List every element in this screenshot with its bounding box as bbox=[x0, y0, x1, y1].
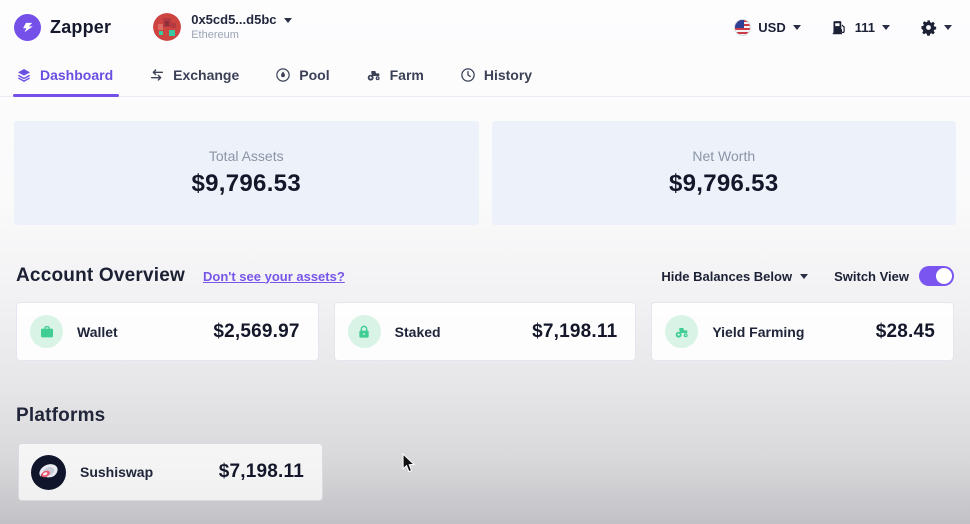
swap-arrows-icon bbox=[151, 69, 164, 81]
asset-value: $7,198.11 bbox=[532, 320, 618, 342]
chevron-down-icon bbox=[283, 18, 292, 24]
net-worth-label: Net Worth bbox=[692, 148, 756, 164]
tab-history[interactable]: History bbox=[460, 54, 532, 96]
wallet-card[interactable]: Wallet $2,569.97 bbox=[16, 302, 319, 361]
switch-view-label: Switch View bbox=[834, 268, 909, 284]
brand-name: Zapper bbox=[50, 16, 112, 37]
summary-cards: Total Assets $9,796.53 Net Worth $9,796.… bbox=[14, 121, 956, 225]
wallet-info: 0x5cd5...d5bc Ethereum bbox=[191, 11, 292, 42]
gas-price-value: 111 bbox=[854, 19, 875, 35]
tab-label: Pool bbox=[299, 67, 330, 83]
platforms-title: Platforms bbox=[16, 405, 106, 426]
sushiswap-logo bbox=[31, 454, 66, 490]
wallet-address-text: 0x5cd5...d5bc bbox=[191, 11, 277, 27]
gas-pump-icon bbox=[832, 20, 845, 34]
net-worth-card: Net Worth $9,796.53 bbox=[491, 121, 956, 225]
main-nav-tabs: Dashboard Exchange Pool Farm History bbox=[0, 54, 970, 97]
tab-label: Farm bbox=[389, 67, 424, 83]
top-header: Zapper 0x5cd5...d5bc Ethereum USD bbox=[0, 0, 970, 54]
tab-label: Exchange bbox=[173, 67, 240, 83]
overview-controls: Hide Balances Below Switch View bbox=[661, 266, 954, 286]
hide-balances-dropdown[interactable]: Hide Balances Below bbox=[661, 268, 809, 284]
account-overview-header: Account Overview Don't see your assets? … bbox=[16, 265, 954, 287]
yield-farming-card[interactable]: Yield Farming $28.45 bbox=[651, 302, 955, 361]
clock-icon bbox=[461, 68, 475, 82]
platform-name: Sushiswap bbox=[80, 464, 154, 480]
tab-label: History bbox=[483, 67, 533, 83]
hide-balances-label: Hide Balances Below bbox=[661, 268, 793, 284]
platform-value: $7,198.11 bbox=[218, 461, 304, 482]
gear-icon bbox=[921, 19, 937, 36]
wallet-avatar bbox=[153, 12, 182, 41]
asset-label: Yield Farming bbox=[712, 323, 805, 340]
tab-label: Dashboard bbox=[40, 67, 114, 83]
currency-selector[interactable]: USD bbox=[734, 18, 801, 36]
total-assets-label: Total Assets bbox=[208, 148, 284, 164]
asset-label: Staked bbox=[394, 323, 441, 340]
zapper-brand[interactable]: Zapper bbox=[14, 13, 112, 41]
switch-view-control: Switch View bbox=[834, 266, 954, 286]
wallet-selector[interactable]: 0x5cd5...d5bc Ethereum bbox=[153, 11, 292, 42]
tab-farm[interactable]: Farm bbox=[366, 54, 424, 96]
tractor-icon bbox=[367, 71, 380, 81]
currency-label: USD bbox=[758, 19, 786, 35]
wallet-address: 0x5cd5...d5bc bbox=[191, 11, 292, 28]
wallet-icon bbox=[30, 315, 63, 348]
dont-see-assets-link[interactable]: Don't see your assets? bbox=[202, 268, 345, 284]
asset-category-cards: Wallet $2,569.97 Staked $7,198.11 Yield … bbox=[16, 302, 955, 361]
total-assets-card: Total Assets $9,796.53 bbox=[14, 121, 479, 225]
asset-value: $2,569.97 bbox=[213, 320, 300, 342]
mouse-cursor bbox=[402, 452, 417, 479]
layers-icon bbox=[17, 69, 31, 82]
chevron-down-icon bbox=[792, 25, 801, 30]
switch-view-toggle[interactable] bbox=[919, 266, 954, 286]
net-worth-value: $9,796.53 bbox=[669, 170, 779, 197]
droplet-circle-icon bbox=[276, 68, 290, 82]
settings-menu[interactable] bbox=[920, 19, 952, 36]
chevron-down-icon bbox=[882, 25, 890, 30]
tab-pool[interactable]: Pool bbox=[275, 54, 330, 96]
section-title: Account Overview bbox=[16, 265, 185, 286]
asset-label: Wallet bbox=[77, 323, 118, 340]
tractor-icon bbox=[665, 315, 699, 348]
lock-icon bbox=[347, 315, 381, 348]
wallet-network: Ethereum bbox=[191, 28, 239, 41]
chevron-down-icon bbox=[944, 25, 952, 30]
tab-dashboard[interactable]: Dashboard bbox=[12, 54, 120, 97]
total-assets-value: $9,796.53 bbox=[191, 170, 301, 197]
zapper-logo-icon bbox=[14, 13, 41, 41]
chevron-down-icon bbox=[800, 274, 809, 279]
header-right: USD 111 bbox=[734, 18, 952, 36]
us-flag-icon bbox=[734, 18, 752, 36]
asset-value: $28.45 bbox=[875, 320, 936, 342]
tab-exchange[interactable]: Exchange bbox=[149, 54, 239, 96]
platform-row-sushiswap[interactable]: Sushiswap $7,198.11 bbox=[18, 443, 323, 501]
staked-card[interactable]: Staked $7,198.11 bbox=[333, 302, 637, 361]
gas-price-indicator[interactable]: 111 bbox=[831, 19, 890, 36]
toggle-knob bbox=[936, 268, 952, 284]
